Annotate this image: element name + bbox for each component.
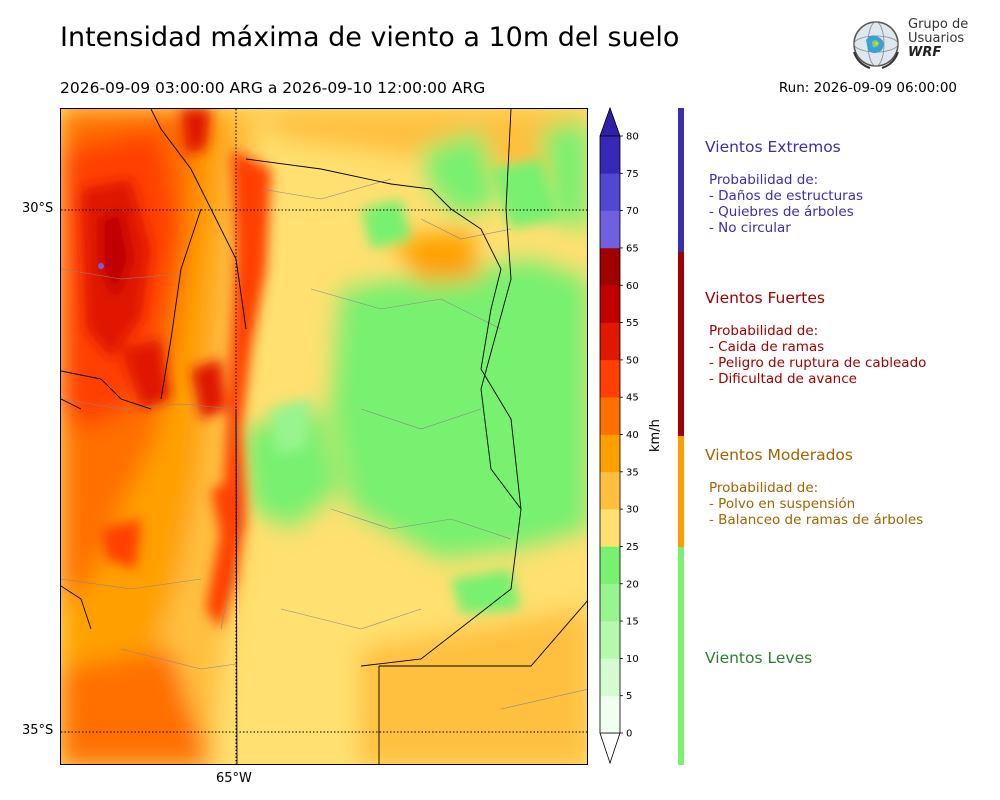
colorbar-segment <box>600 210 620 249</box>
colorbar-tick-label: 40 <box>626 430 639 441</box>
colorbar-tick-label: 15 <box>626 617 639 628</box>
category-item: - Dificultad de avance <box>709 371 857 387</box>
colorbar-tick-label: 70 <box>626 206 639 217</box>
category-item: - Daños de estructuras <box>709 188 864 204</box>
colorbar-tick-label: 45 <box>626 393 639 404</box>
colorbar-tick-label: 65 <box>626 243 639 254</box>
category-item: - Balanceo de ramas de árboles <box>709 512 924 528</box>
category-item: - Caida de ramas <box>709 339 825 355</box>
category-body-strong: Probabilidad de: - Caida de ramas - Peli… <box>709 323 926 387</box>
category-title-extreme: Vientos Extremos <box>705 138 841 156</box>
colorbar-extend-min <box>599 732 621 765</box>
colorbar-segment <box>600 136 620 174</box>
colorbar-tick-label: 0 <box>626 729 632 740</box>
colorbar-segment <box>600 546 620 585</box>
lat-label-30s: 30°S <box>22 201 54 216</box>
category-color-bar <box>678 108 684 765</box>
colorbar-tick-label: 30 <box>626 505 639 516</box>
colorbar-segment <box>600 658 620 696</box>
category-body-moderate: Probabilidad de: - Polvo en suspensión -… <box>709 480 923 528</box>
lat-label-35s: 35°S <box>22 723 54 738</box>
extreme-wind-spot <box>98 263 104 269</box>
colorbar: 0 5 10 15 20 25 30 35 40 45 50 55 60 65 70 75 80 <box>596 105 646 770</box>
colorbar-segment <box>600 509 620 547</box>
category-bar-moderate <box>678 436 684 547</box>
category-bar-strong <box>678 252 684 436</box>
category-color-bar-canvas <box>678 108 684 765</box>
colorbar-canvas: 0 5 10 15 20 25 30 35 40 45 50 55 60 65 70 75 80 <box>599 106 639 765</box>
category-title-moderate: Vientos Moderados <box>705 446 853 464</box>
run-timestamp: Run: 2026-09-09 06:00:00 <box>778 80 957 96</box>
category-title-strong: Vientos Fuertes <box>705 289 825 307</box>
colorbar-tick-label: 35 <box>626 467 639 478</box>
category-bar-extreme <box>678 108 684 252</box>
lon-label-65w: 65°W <box>216 771 252 786</box>
colorbar-tick-label: 75 <box>626 169 639 180</box>
category-body-extreme: Probabilidad de: - Daños de estructuras … <box>709 172 863 236</box>
colorbar-extend-max <box>599 106 621 137</box>
colorbar-segment <box>600 621 620 659</box>
category-item: - Quiebres de árboles <box>709 204 854 220</box>
colorbar-tick-label: 5 <box>626 691 632 702</box>
wrf-logo: Grupo de Usuarios WRF <box>848 16 978 72</box>
colorbar-segment <box>600 285 620 323</box>
colorbar-tick-label: 55 <box>626 318 639 329</box>
forecast-period: 2026-09-09 03:00:00 ARG a 2026-09-10 12:… <box>60 79 486 97</box>
colorbar-tick-label: 80 <box>626 132 639 143</box>
logo-text-line3: WRF <box>908 45 942 60</box>
graticule <box>61 109 587 764</box>
colorbar-segment <box>600 359 620 398</box>
colorbar-segment <box>600 397 620 435</box>
category-item: - Polvo en suspensión <box>709 496 856 512</box>
category-bar-light <box>678 547 684 765</box>
colorbar-segment <box>600 583 620 622</box>
colorbar-segment <box>600 247 620 286</box>
page-title: Intensidad máxima de viento a 10m del su… <box>60 22 680 53</box>
category-title-light: Vientos Leves <box>705 649 813 667</box>
category-item: - Peligro de ruptura de cableado <box>709 355 927 371</box>
colorbar-tick-label: 25 <box>626 542 639 553</box>
globe-logo-icon <box>853 21 899 69</box>
colorbar-tick-label: 10 <box>626 654 639 665</box>
logo-text-line1: Grupo de <box>908 17 969 32</box>
colorbar-tick-label: 20 <box>626 579 639 590</box>
colorbar-tick-label: 50 <box>626 355 639 366</box>
province-borders <box>61 109 587 764</box>
colorbar-segment <box>600 695 620 734</box>
wind-field-detail <box>81 109 561 629</box>
category-item: - No circular <box>709 220 791 236</box>
colorbar-tick-label: 60 <box>626 281 639 292</box>
wind-map-canvas <box>61 109 587 764</box>
colorbar-segment <box>600 322 620 361</box>
category-heading: Probabilidad de: <box>709 172 819 188</box>
colorbar-segment <box>600 173 620 211</box>
state-borders <box>61 178 587 710</box>
wind-map <box>60 108 588 765</box>
colorbar-segment <box>600 471 620 510</box>
category-heading: Probabilidad de: <box>709 480 819 496</box>
logo-text-line2: Usuarios <box>908 31 965 46</box>
colorbar-unit: km/h <box>648 419 663 452</box>
colorbar-segment <box>600 434 620 473</box>
category-heading: Probabilidad de: <box>709 323 819 339</box>
